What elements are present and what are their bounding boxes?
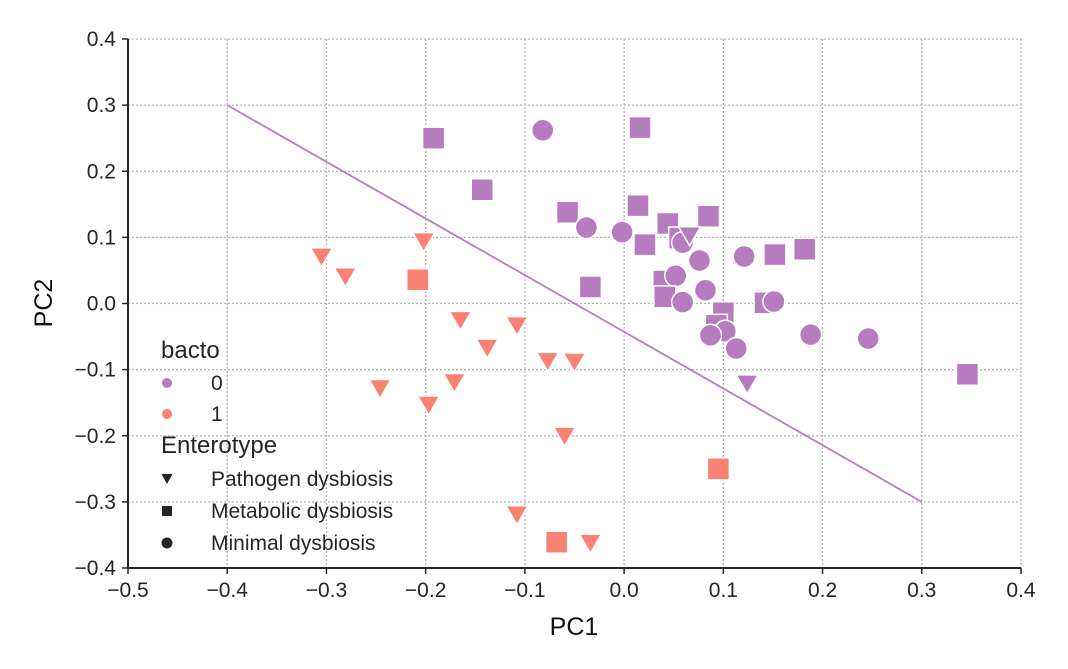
x-tick-label: −0.5 (107, 579, 148, 602)
x-tick-label: 0.3 (907, 579, 936, 602)
x-tick-label: −0.1 (504, 579, 545, 602)
y-tick-label: 0.3 (87, 94, 116, 117)
y-tick-label: −0.3 (75, 491, 116, 514)
point-metabolic-dysbiosis (696, 204, 721, 228)
x-ticks: −0.5 −0.4 −0.3 −0.2 −0.1 0.0 0.1 0.2 0.3 0.4 (107, 568, 1036, 602)
point-minimal-dysbiosis (732, 244, 756, 269)
x-tick-label: 0.4 (1006, 579, 1036, 602)
legend-label-pathogen: Pathogen dysbiosis (211, 468, 393, 491)
point-pathogen-dysbiosis (535, 351, 561, 373)
point-metabolic-dysbiosis (792, 237, 817, 262)
point-pathogen-dysbiosis (416, 395, 441, 417)
legend-marker-metabolic-square (162, 506, 172, 516)
point-pathogen-dysbiosis (578, 533, 603, 555)
point-metabolic-dysbiosis (626, 193, 650, 218)
point-pathogen-dysbiosis (442, 372, 467, 395)
point-pathogen-dysbiosis (504, 505, 530, 527)
x-tick-label: −0.3 (306, 579, 347, 602)
point-pathogen-dysbiosis (474, 338, 500, 360)
separator-line-layer (226, 104, 923, 503)
point-metabolic-dysbiosis (405, 267, 430, 292)
y-tick-label: −0.2 (75, 425, 116, 448)
point-metabolic-dysbiosis (421, 126, 446, 150)
point-minimal-dysbiosis (762, 289, 786, 314)
x-tick-label: 0.2 (808, 579, 837, 602)
x-tick-label: 0.1 (709, 579, 738, 602)
point-minimal-dysbiosis (670, 290, 695, 314)
legend-style-title: Enterotype (161, 432, 277, 459)
point-metabolic-dysbiosis (955, 362, 980, 387)
point-minimal-dysbiosis (574, 215, 599, 240)
point-metabolic-dysbiosis (633, 232, 657, 257)
point-pathogen-dysbiosis (734, 374, 760, 396)
point-minimal-dysbiosis (687, 248, 712, 273)
point-pathogen-dysbiosis (411, 231, 436, 254)
x-tick-label: 0.0 (610, 579, 639, 602)
point-minimal-dysbiosis (530, 118, 555, 143)
x-tick-label: −0.2 (405, 579, 446, 602)
legend-marker-bacto-1 (162, 409, 172, 419)
point-metabolic-dysbiosis (544, 530, 569, 554)
legend-label-minimal: Minimal dysbiosis (211, 532, 376, 555)
point-metabolic-dysbiosis (555, 200, 580, 224)
y-ticks: −0.4 −0.3 −0.2 −0.1 0.0 0.1 0.2 0.3 0.4 (75, 28, 128, 580)
y-tick-label: −0.4 (75, 557, 117, 580)
point-minimal-dysbiosis (724, 336, 748, 361)
legend: bacto 0 1 Enterotype Pathogen dysbiosis … (161, 337, 393, 555)
point-pathogen-dysbiosis (367, 378, 393, 400)
y-axis-title: PC2 (30, 279, 58, 328)
data-points (309, 115, 980, 555)
point-pathogen-dysbiosis (677, 225, 702, 248)
point-pathogen-dysbiosis (552, 426, 577, 448)
point-minimal-dysbiosis (698, 323, 723, 347)
point-metabolic-dysbiosis (628, 115, 652, 140)
point-metabolic-dysbiosis (470, 178, 494, 202)
point-minimal-dysbiosis (610, 220, 634, 244)
y-tick-label: 0.2 (87, 160, 116, 183)
point-metabolic-dysbiosis (706, 457, 731, 481)
point-minimal-dysbiosis (798, 322, 823, 347)
y-tick-label: 0.4 (87, 28, 117, 51)
legend-marker-pathogen-triangle (161, 474, 173, 484)
point-pathogen-dysbiosis (448, 310, 473, 332)
x-axis-title: PC1 (550, 613, 599, 641)
point-minimal-dysbiosis (663, 263, 688, 288)
point-pathogen-dysbiosis (562, 352, 587, 374)
separator-line (226, 104, 923, 503)
point-minimal-dysbiosis (693, 278, 718, 303)
point-minimal-dysbiosis (856, 326, 880, 351)
legend-label-bacto-1: 1 (211, 403, 223, 426)
point-pathogen-dysbiosis (309, 247, 334, 269)
legend-label-metabolic: Metabolic dysbiosis (211, 500, 393, 523)
legend-marker-minimal-circle (161, 537, 173, 549)
y-tick-label: −0.1 (75, 359, 116, 382)
legend-hue-title: bacto (161, 337, 220, 364)
legend-marker-bacto-0 (162, 378, 172, 388)
x-tick-label: −0.4 (206, 579, 248, 602)
y-tick-label: 0.1 (87, 226, 116, 249)
legend-label-bacto-0: 0 (211, 372, 223, 395)
point-metabolic-dysbiosis (763, 242, 787, 267)
point-metabolic-dysbiosis (578, 275, 603, 299)
point-pathogen-dysbiosis (332, 266, 358, 289)
point-pathogen-dysbiosis (504, 315, 530, 338)
y-tick-label: 0.0 (87, 293, 116, 316)
